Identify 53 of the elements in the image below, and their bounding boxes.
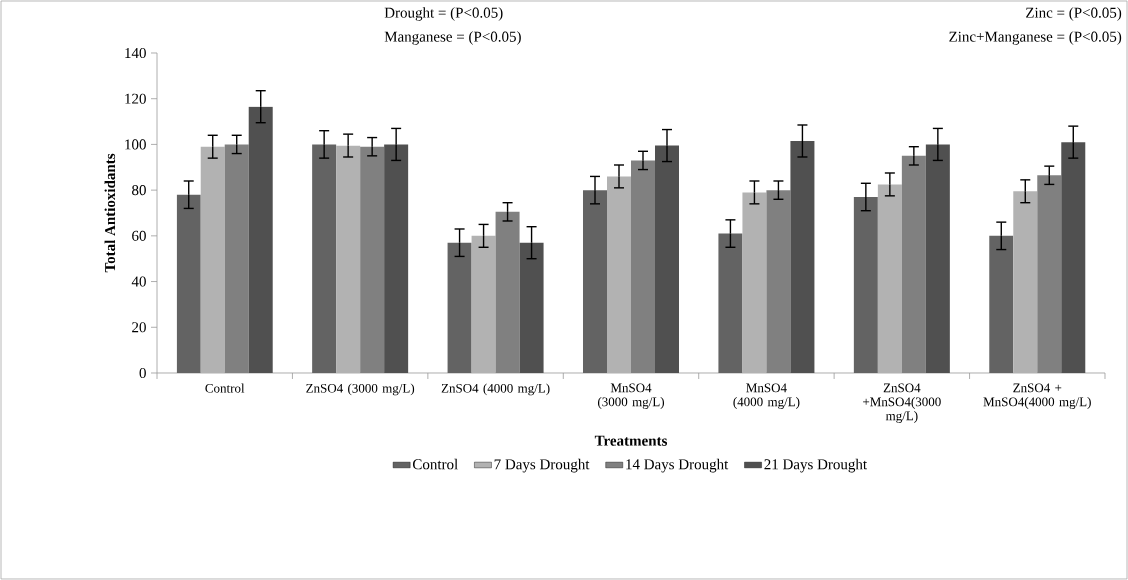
bar [607, 176, 631, 373]
text: Zinc = (P<0.05) [1026, 7, 1122, 21]
y-tick-label: 60 [132, 230, 146, 241]
x-tick-label: ZnSO4 (3000 mg/L) [306, 383, 415, 396]
bar [742, 192, 767, 373]
bar [224, 144, 249, 373]
bar [447, 242, 472, 373]
bar [853, 196, 878, 373]
bar [989, 235, 1014, 373]
x-axis-title: Treatments [594, 435, 668, 446]
legend-label: Control [412, 458, 458, 470]
x-tick-label: MnSO4 (3000 mg/L) [597, 383, 665, 409]
bar [471, 235, 496, 373]
bar [200, 146, 225, 373]
bar [901, 155, 926, 373]
y-tick-label: 80 [132, 185, 146, 196]
bar [925, 144, 950, 373]
y-axis-title: Total Antioxidants [104, 153, 116, 273]
bar [877, 184, 902, 373]
y-tick-label: 120 [125, 93, 146, 104]
x-tick-label: ZnSO4 (4000 mg/L) [441, 383, 550, 396]
bar [312, 144, 337, 373]
bar [718, 233, 743, 373]
bar [495, 211, 520, 373]
legend-label: 7 Days Drought [494, 458, 590, 473]
legend-label: 21 Days Drought [764, 458, 867, 473]
bar [360, 146, 385, 373]
bar [790, 140, 815, 373]
bar [1037, 175, 1062, 373]
bar [519, 242, 544, 373]
bar [336, 145, 361, 373]
x-tick-label: ZnSO4 + MnSO4(4000 mg/L) [983, 383, 1091, 409]
bar [655, 145, 679, 373]
y-tick-label: 20 [132, 322, 146, 333]
bar [583, 190, 607, 373]
text: Zinc+Manganese = (P<0.05) [949, 31, 1122, 45]
text: Drought = (P<0.05) [384, 7, 503, 21]
x-tick-label: ZnSO4 +MnSO4(3000 mg/L) [863, 383, 941, 423]
x-tick-label: MnSO4 (4000 mg/L) [733, 383, 800, 409]
y-tick-label: 40 [131, 276, 146, 287]
legend-label: 14 Days Drought [626, 458, 729, 473]
y-tick-label: 0 [139, 367, 146, 379]
bar [1013, 191, 1038, 373]
bar [766, 190, 791, 373]
y-tick-label: 100 [125, 139, 146, 150]
bar [384, 144, 409, 373]
bar [1061, 142, 1086, 373]
y-tick-label: 140 [125, 47, 146, 59]
bar [176, 194, 201, 373]
x-tick-label: Control [205, 383, 245, 393]
bar [248, 106, 273, 373]
text: Manganese = (P<0.05) [384, 31, 521, 45]
bar [631, 160, 655, 373]
